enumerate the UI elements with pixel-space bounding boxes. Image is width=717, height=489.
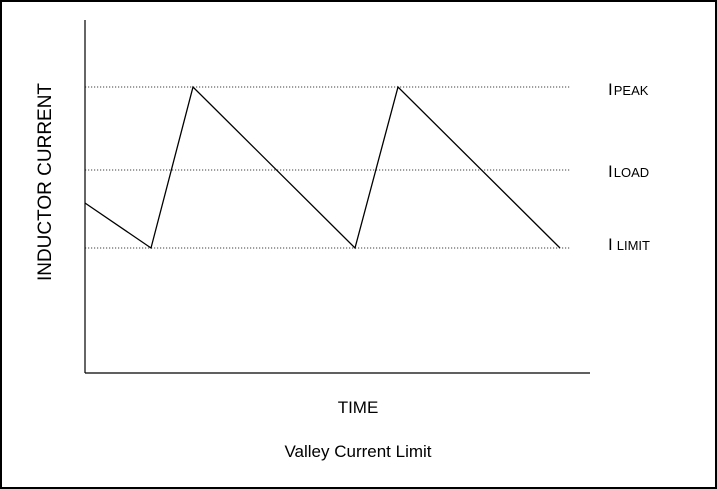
inductor-current-waveform [84, 85, 561, 250]
load-label-sub: LOAD [614, 165, 649, 180]
y-axis-label: INDUCTOR CURRENT [35, 83, 56, 281]
limit-label-main: I [608, 235, 613, 254]
peak-label-sub: PEAK [614, 83, 649, 98]
limit-level-label: I LIMIT [608, 235, 650, 254]
limit-label-sub: LIMIT [617, 238, 650, 253]
x-axis-label: TIME [338, 398, 379, 417]
load-level-label: ILOAD [608, 162, 649, 181]
peak-label-main: I [608, 80, 613, 99]
figure-caption: Valley Current Limit [284, 442, 431, 461]
peak-level-label: IPEAK [608, 80, 649, 99]
load-label-main: I [608, 162, 613, 181]
